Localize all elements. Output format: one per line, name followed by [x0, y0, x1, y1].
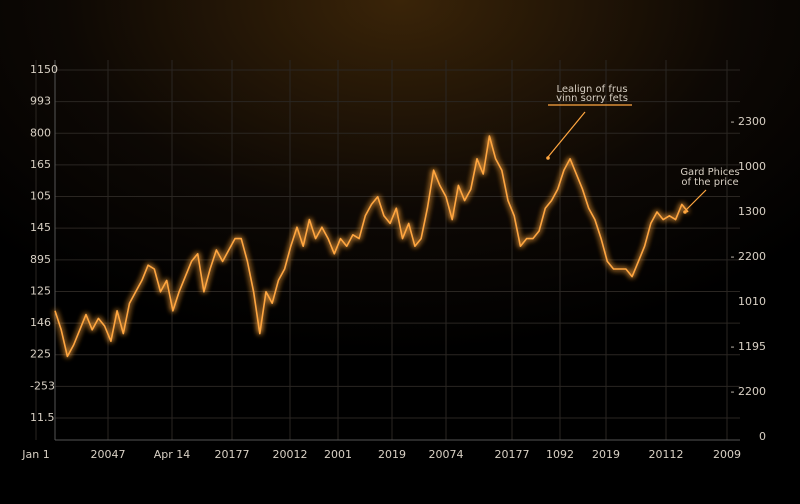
- x-axis-label: 20074: [429, 448, 464, 461]
- y-axis-label: 145: [30, 221, 51, 234]
- y-axis-label: 1150: [30, 63, 58, 76]
- x-axis-label: Apr 14: [154, 448, 191, 461]
- y-axis-label: 165: [30, 158, 51, 171]
- y-axis-label: 895: [30, 253, 51, 266]
- annotation-arrow: [685, 189, 707, 211]
- annotation-point: [546, 156, 550, 160]
- price-line: [54, 135, 689, 358]
- x-axis-label: 20177: [215, 448, 250, 461]
- y2-axis-label: - 2300: [731, 115, 766, 128]
- y-axis-label: 105: [30, 190, 51, 203]
- x-axis-label: 2019: [378, 448, 406, 461]
- x-axis-label: 2009: [713, 448, 741, 461]
- x-axis-label: 2001: [324, 448, 352, 461]
- x-axis-label: 1092: [546, 448, 574, 461]
- y-axis-label: 11.5: [30, 411, 55, 424]
- y-axis-label: 993: [30, 95, 51, 108]
- x-axis-label: 20012: [273, 448, 308, 461]
- y2-axis-label: 1300: [738, 205, 766, 218]
- y2-axis-label: - 2200: [731, 250, 766, 263]
- y2-axis-label: 1010: [738, 295, 766, 308]
- annotation-text: Gard Phices: [680, 167, 739, 178]
- x-axis-label: 20177: [495, 448, 530, 461]
- grid: [35, 60, 740, 440]
- y-axis-label: -253: [30, 379, 55, 392]
- x-axis-label: 20112: [649, 448, 684, 461]
- annotation-point: [683, 210, 687, 214]
- y-axis-label: 146: [30, 316, 51, 329]
- y-axis-label: 225: [30, 348, 51, 361]
- y2-axis-label: - 1195: [731, 340, 766, 353]
- y2-axis-label: 1000: [738, 160, 766, 173]
- x-axis-label: Jan 1: [21, 448, 49, 461]
- y-axis-label: 800: [30, 126, 51, 139]
- annotation-text: of the price: [681, 177, 738, 188]
- annotation-text: Lealign of frus: [556, 84, 627, 95]
- annotation-text: vinn sorry fets: [556, 93, 628, 104]
- y2-axis-label: 0: [759, 430, 766, 443]
- y2-axis-label: - 2200: [731, 385, 766, 398]
- x-axis-label: 2019: [592, 448, 620, 461]
- x-axis-label: 20047: [91, 448, 126, 461]
- y-axis-label: 125: [30, 284, 51, 297]
- annotation-arrow: [547, 111, 586, 158]
